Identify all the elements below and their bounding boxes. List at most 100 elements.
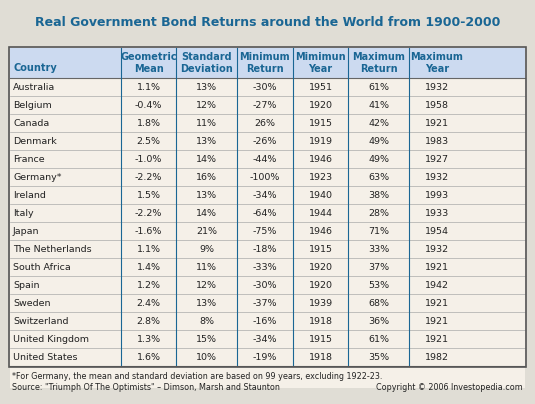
Text: Belgium: Belgium (13, 101, 52, 109)
Text: 1932: 1932 (425, 82, 449, 91)
Bar (10, 330, 525, 348)
Text: -64%: -64% (253, 208, 277, 217)
Text: 12%: 12% (196, 280, 217, 290)
Text: Real Government Bond Returns around the World from 1900-2000: Real Government Bond Returns around the … (35, 15, 500, 29)
Text: 1958: 1958 (425, 101, 449, 109)
Text: 1.3%: 1.3% (136, 335, 160, 343)
Bar (10, 348, 525, 366)
Text: 1.8%: 1.8% (136, 118, 160, 128)
Text: Maximum
Return: Maximum Return (353, 52, 405, 74)
Bar (9, 47, 526, 367)
Text: 1921: 1921 (425, 316, 449, 326)
Text: 1923: 1923 (309, 173, 333, 181)
Text: Copyright © 2006 Investopedia.com: Copyright © 2006 Investopedia.com (376, 383, 523, 392)
Text: 1939: 1939 (309, 299, 333, 307)
Text: 13%: 13% (196, 191, 217, 200)
Text: Source: "Triumph Of The Optimists" – Dimson, Marsh and Staunton: Source: "Triumph Of The Optimists" – Dim… (12, 383, 280, 392)
Text: -34%: -34% (253, 191, 277, 200)
Text: -33%: -33% (253, 263, 277, 271)
Text: 1946: 1946 (309, 227, 333, 236)
Bar (10, 258, 525, 276)
Text: 16%: 16% (196, 173, 217, 181)
Bar (10, 312, 525, 330)
Text: -16%: -16% (253, 316, 277, 326)
Text: 1946: 1946 (309, 154, 333, 164)
Text: 41%: 41% (368, 101, 389, 109)
Text: 1920: 1920 (309, 101, 333, 109)
Text: -44%: -44% (253, 154, 277, 164)
Text: 1.4%: 1.4% (136, 263, 160, 271)
Text: 11%: 11% (196, 263, 217, 271)
Text: -1.0%: -1.0% (135, 154, 162, 164)
Bar (10, 204, 525, 222)
Text: 2.5%: 2.5% (136, 137, 160, 145)
Text: Maximum
Year: Maximum Year (410, 52, 463, 74)
Text: 36%: 36% (368, 316, 389, 326)
Text: 1919: 1919 (309, 137, 333, 145)
Text: -30%: -30% (253, 82, 277, 91)
Text: 11%: 11% (196, 118, 217, 128)
Bar (10, 48, 525, 78)
Text: -26%: -26% (253, 137, 277, 145)
Text: 1.5%: 1.5% (136, 191, 160, 200)
Text: 1982: 1982 (425, 353, 449, 362)
Text: 35%: 35% (368, 353, 389, 362)
Text: 1.6%: 1.6% (136, 353, 160, 362)
Bar (10, 186, 525, 204)
Text: Denmark: Denmark (13, 137, 57, 145)
Text: 1944: 1944 (309, 208, 333, 217)
Bar (10, 240, 525, 258)
Text: -0.4%: -0.4% (135, 101, 162, 109)
Text: 1993: 1993 (425, 191, 449, 200)
Text: *For Germany, the mean and standard deviation are based on 99 years, excluding 1: *For Germany, the mean and standard devi… (12, 372, 383, 381)
Text: 1920: 1920 (309, 263, 333, 271)
Text: Mimimun
Year: Mimimun Year (295, 52, 346, 74)
Text: 1915: 1915 (309, 335, 333, 343)
Text: 1940: 1940 (309, 191, 333, 200)
Bar (10, 96, 525, 114)
Text: 53%: 53% (368, 280, 389, 290)
Text: 37%: 37% (368, 263, 389, 271)
Text: -19%: -19% (253, 353, 277, 362)
Text: 61%: 61% (368, 82, 389, 91)
Text: The Netherlands: The Netherlands (13, 244, 91, 253)
Text: -27%: -27% (253, 101, 277, 109)
Text: Germany*: Germany* (13, 173, 62, 181)
Text: 1954: 1954 (425, 227, 449, 236)
Text: Geometric
Mean: Geometric Mean (120, 52, 177, 74)
Text: -2.2%: -2.2% (135, 173, 162, 181)
Text: Switzerland: Switzerland (13, 316, 68, 326)
Text: Ireland: Ireland (13, 191, 46, 200)
Text: 1932: 1932 (425, 173, 449, 181)
Text: -37%: -37% (253, 299, 277, 307)
Text: 14%: 14% (196, 208, 217, 217)
Text: United Kingdom: United Kingdom (13, 335, 89, 343)
Text: 49%: 49% (368, 154, 389, 164)
Text: 1920: 1920 (309, 280, 333, 290)
Bar (10, 366, 525, 388)
Text: 1932: 1932 (425, 244, 449, 253)
Text: 61%: 61% (368, 335, 389, 343)
Text: 26%: 26% (255, 118, 276, 128)
Bar (10, 150, 525, 168)
Text: -1.6%: -1.6% (135, 227, 162, 236)
Text: 1921: 1921 (425, 299, 449, 307)
Text: France: France (13, 154, 44, 164)
Text: 33%: 33% (368, 244, 389, 253)
Bar (10, 78, 525, 96)
Text: Country: Country (13, 63, 57, 73)
Text: 1.1%: 1.1% (136, 82, 160, 91)
Text: 8%: 8% (199, 316, 214, 326)
Text: 1983: 1983 (425, 137, 449, 145)
Text: 21%: 21% (196, 227, 217, 236)
Text: 1.2%: 1.2% (136, 280, 160, 290)
Bar (10, 114, 525, 132)
Bar (10, 222, 525, 240)
Text: 2.8%: 2.8% (136, 316, 160, 326)
Text: 71%: 71% (368, 227, 389, 236)
Text: 1918: 1918 (309, 353, 333, 362)
Text: 28%: 28% (368, 208, 389, 217)
Text: -75%: -75% (253, 227, 277, 236)
Text: Minimum
Return: Minimum Return (240, 52, 291, 74)
Text: Australia: Australia (13, 82, 55, 91)
